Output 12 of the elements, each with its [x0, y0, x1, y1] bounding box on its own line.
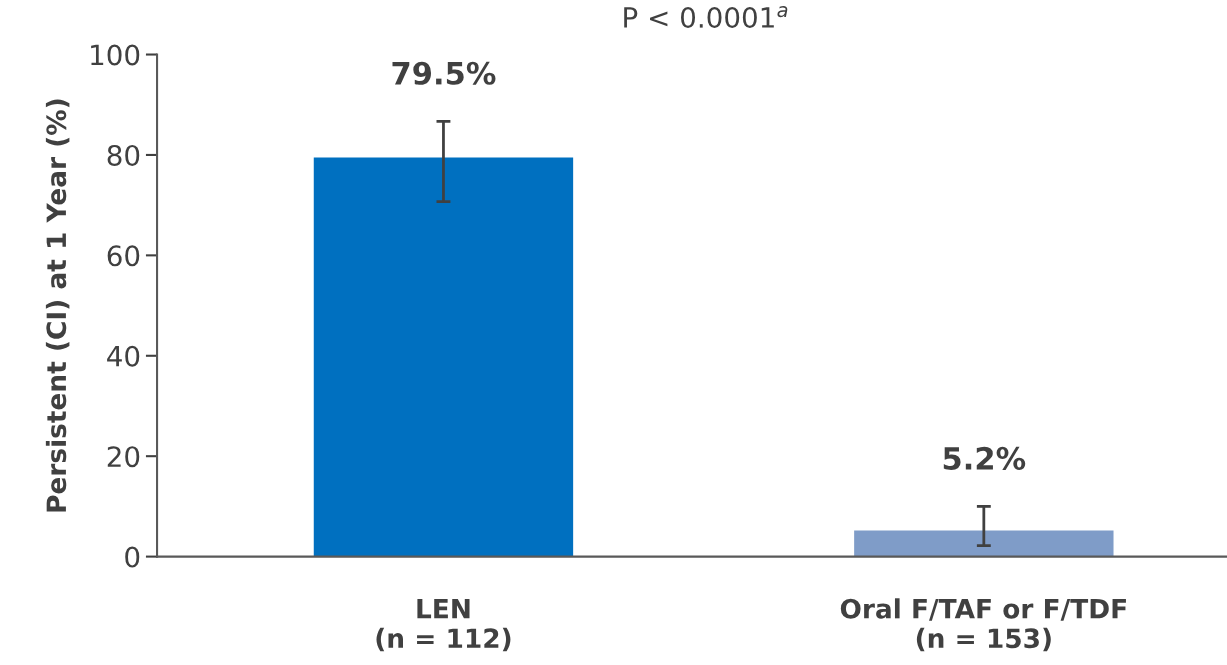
y-tick-label: 100	[91, 44, 140, 66]
data-label: 5.2%	[943, 446, 1026, 470]
y-axis-title: Persistent (CI) at 1 Year (%)	[45, 99, 70, 512]
y-tick-label: 80	[107, 144, 140, 166]
x-tick-label: LEN (n = 112)	[376, 599, 511, 652]
data-label: 79.5%	[392, 61, 496, 85]
chart-title: P < 0.0001$^{a}$	[624, 6, 788, 29]
y-tick-label: 20	[107, 446, 140, 468]
y-tick-label: 40	[107, 345, 140, 367]
y-tick-label: 0	[125, 546, 140, 568]
y-tick-label: 60	[107, 245, 140, 267]
x-tick-label: Oral F/TAF or F/TDF (n = 153)	[840, 598, 1126, 652]
